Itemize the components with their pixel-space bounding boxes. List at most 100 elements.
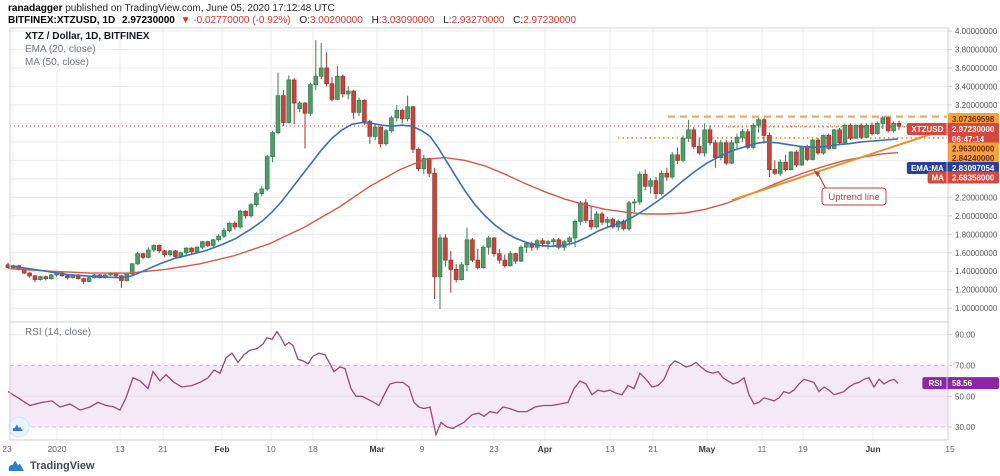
candle: [772, 160, 778, 176]
candle-body: [264, 156, 270, 190]
price-axis-label: 1.60000000: [955, 249, 998, 258]
candle: [669, 152, 675, 179]
footer-brand-link[interactable]: TradingView: [8, 459, 95, 472]
time-axis-label: Feb: [214, 444, 229, 454]
candle: [335, 66, 340, 101]
candle-body: [648, 180, 653, 187]
candle: [880, 116, 886, 129]
candle: [788, 151, 794, 171]
candle-body: [383, 130, 389, 145]
time-axis-label: Mar: [369, 444, 385, 454]
rsi-axis-label: 70.00: [955, 361, 976, 370]
time-axis[interactable]: 23 2020 13 21 Feb 10 18 Mar 9 23 Apr 13 21 May 11 19 Jun…: [0, 441, 1000, 459]
candle-body: [135, 253, 140, 265]
rsi-legend: RSI (14, close): [25, 327, 92, 338]
candle: [146, 247, 151, 259]
candle: [270, 130, 275, 163]
ema20-line: [7, 121, 899, 279]
candle: [696, 138, 702, 155]
candle-body: [578, 202, 583, 222]
chip-tag: RSI: [929, 379, 942, 388]
candle-body: [718, 142, 724, 158]
candle-body: [65, 275, 70, 279]
candle: [588, 206, 594, 230]
candle: [810, 139, 815, 161]
tradingview-logo-icon: [8, 460, 24, 471]
candle: [32, 274, 38, 283]
candle-body: [389, 117, 394, 132]
candle: [794, 150, 799, 167]
price-axis[interactable]: 4.00000000 3.80000000 3.60000000 3.40000000…: [948, 27, 998, 432]
candle-body: [129, 263, 135, 275]
level-lines[interactable]: [10, 115, 947, 139]
candle: [821, 134, 826, 155]
candle-body: [232, 222, 238, 228]
candle: [432, 167, 437, 299]
legend-ma: MA (50, close): [25, 57, 89, 68]
candle-body: [837, 129, 842, 144]
candle: [869, 122, 875, 136]
time-axis-label: 19: [798, 444, 808, 454]
candle: [362, 99, 367, 126]
ohlc-low-key: L:: [443, 15, 452, 26]
candle-body: [507, 253, 513, 267]
candle: [410, 105, 416, 153]
candle-body: [502, 259, 508, 267]
candle-body: [497, 253, 502, 261]
candle-body: [545, 241, 551, 244]
candle: [691, 127, 697, 150]
candle: [351, 90, 356, 119]
uptrend-callout[interactable]: Uptrend line: [813, 170, 887, 206]
candle-body: [302, 102, 308, 114]
chip-bg: [927, 171, 999, 184]
price-change: ▼ -0.02770000 (-0.92%): [180, 15, 291, 26]
candle: [480, 245, 486, 269]
candle-body: [761, 119, 767, 136]
candle-body: [491, 237, 497, 255]
candle: [329, 77, 335, 102]
uptrend-line[interactable]: [731, 128, 945, 202]
legend-symbol-title: XTZ / Dollar, 1D, BITFINEX: [25, 31, 150, 42]
candle: [664, 167, 670, 181]
ohlc-close-key: C:: [513, 15, 524, 26]
candle-body: [707, 129, 713, 144]
candle-body: [885, 117, 891, 132]
candle-body: [173, 250, 178, 257]
candle-body: [713, 142, 718, 158]
chip-value: 2.97230000: [952, 125, 995, 134]
candle: [491, 237, 497, 257]
candle: [297, 101, 302, 113]
candle-body: [140, 253, 146, 258]
candle-body: [799, 146, 805, 166]
price-label-chip: RSI 58.56: [922, 377, 999, 390]
candle-body: [810, 139, 815, 160]
chip-tag: XTZUSD: [911, 125, 943, 134]
price-label-chip: EMA:MA 2.83097054: [906, 162, 999, 174]
candle-body: [734, 136, 740, 144]
candle-body: [675, 154, 680, 161]
candle-body: [756, 119, 761, 126]
price-axis-label: 3.60000000: [955, 64, 998, 73]
candle-body: [254, 193, 259, 206]
candle-body: [378, 126, 383, 145]
candle: [86, 276, 92, 283]
ohlc-high-value: 3.03090000: [381, 15, 435, 26]
candle: [453, 263, 459, 283]
candle: [486, 236, 491, 255]
ohlc-high-key: H:: [371, 15, 382, 26]
candle: [713, 140, 718, 168]
candle-body: [416, 148, 421, 170]
candle-body: [183, 247, 189, 254]
candle: [81, 277, 86, 285]
candle-body: [729, 142, 734, 164]
candle: [858, 123, 864, 140]
candle-body: [588, 220, 594, 228]
candle: [405, 95, 410, 122]
candle-body: [864, 124, 869, 138]
candle: [459, 262, 464, 281]
callout-arrow-head: [813, 170, 820, 177]
candle-body: [669, 154, 675, 178]
candle-body: [345, 90, 351, 95]
watermark-logo-icon: [12, 424, 23, 431]
